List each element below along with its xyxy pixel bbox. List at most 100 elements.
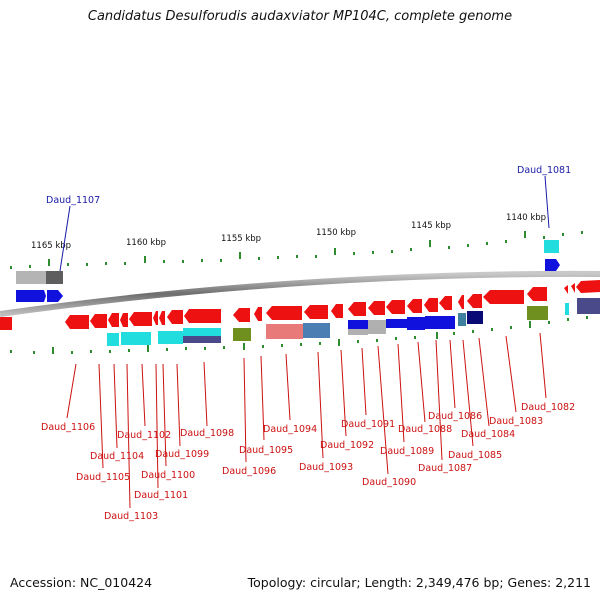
- gene-label-daud-1082[interactable]: Daud_1082: [521, 402, 575, 413]
- gene-block-blue-4[interactable]: [425, 316, 455, 329]
- gene-1098[interactable]: [184, 309, 221, 323]
- gene-label-daud-1104[interactable]: Daud_1104: [90, 451, 144, 462]
- lower-gene-track: [0, 287, 600, 346]
- lower-gene-labels: Daud_1106 Daud_1105 Daud_1104 Daud_1103 …: [41, 402, 575, 522]
- gene-1084[interactable]: [467, 294, 482, 308]
- gene-1104[interactable]: [108, 313, 119, 327]
- gene-1086[interactable]: [439, 296, 452, 310]
- gene-block-cyan-5[interactable]: [183, 328, 221, 336]
- gene-1107-blue-2[interactable]: [47, 290, 63, 302]
- genome-title: Candidatus Desulforudis audaxviator MP10…: [87, 9, 513, 24]
- upper-gene-track: [16, 240, 600, 302]
- gene-block-gray-1[interactable]: [348, 329, 368, 335]
- lower-tick-marks: [10, 316, 588, 354]
- gene-label-daud-1102[interactable]: Daud_1102: [117, 430, 171, 441]
- gene-1085[interactable]: [458, 295, 464, 309]
- gene-1107-gray[interactable]: [16, 271, 46, 284]
- gene-label-daud-1084[interactable]: Daud_1084: [461, 429, 515, 440]
- gene-1101[interactable]: [153, 311, 158, 325]
- gene-label-daud-1093[interactable]: Daud_1093: [299, 462, 353, 473]
- scale-label-1150: 1150 kbp: [316, 228, 356, 238]
- gene-block-slate-right[interactable]: [577, 298, 600, 314]
- gene-block-steel[interactable]: [303, 323, 330, 338]
- gene-1099[interactable]: [167, 310, 183, 324]
- gene-1094[interactable]: [266, 306, 302, 320]
- gene-1082[interactable]: [527, 287, 547, 301]
- gene-1091[interactable]: [348, 302, 366, 316]
- upper-gene-labels: Daud_1107 Daud_1081: [46, 165, 571, 206]
- gene-label-daud-1088[interactable]: Daud_1088: [398, 424, 452, 435]
- gene-red-far-right[interactable]: [576, 280, 600, 293]
- gene-1081-blue[interactable]: [545, 259, 560, 271]
- gene-label-daud-1096[interactable]: Daud_1096: [222, 466, 276, 477]
- gene-label-daud-1083[interactable]: Daud_1083: [489, 416, 543, 427]
- gene-red-small-right[interactable]: [571, 283, 575, 293]
- gene-label-daud-1100[interactable]: Daud_1100: [141, 470, 195, 481]
- gene-label-daud-1085[interactable]: Daud_1085: [448, 450, 502, 461]
- upper-label-leaders: [59, 175, 550, 272]
- scale-label-1155: 1155 kbp: [221, 234, 261, 244]
- gene-block-blue-2[interactable]: [386, 319, 407, 328]
- gene-label-daud-1087[interactable]: Daud_1087: [418, 463, 472, 474]
- gene-label-daud-1095[interactable]: Daud_1095: [239, 445, 293, 456]
- gene-1092[interactable]: [331, 304, 343, 318]
- gene-label-daud-1105[interactable]: Daud_1105: [76, 472, 130, 483]
- gene-1106[interactable]: [65, 315, 89, 329]
- gene-1088[interactable]: [407, 299, 422, 313]
- scale-label-1160: 1160 kbp: [126, 238, 166, 248]
- gene-label-daud-1107[interactable]: Daud_1107: [46, 195, 100, 206]
- gene-block-navy[interactable]: [467, 311, 483, 324]
- gene-block-olive-2[interactable]: [527, 306, 548, 320]
- gene-label-daud-1106[interactable]: Daud_1106: [41, 422, 95, 433]
- gene-label-daud-1094[interactable]: Daud_1094: [263, 424, 317, 435]
- genome-backbone: [0, 270, 600, 317]
- gene-1093[interactable]: [304, 305, 328, 319]
- gene-label-daud-1101[interactable]: Daud_1101: [134, 490, 188, 501]
- gene-label-daud-1099[interactable]: Daud_1099: [155, 449, 209, 460]
- topology-text: Topology: circular; Length: 2,349,476 bp…: [247, 575, 591, 590]
- gene-1107-blue[interactable]: [16, 290, 46, 302]
- gene-label-daud-1090[interactable]: Daud_1090: [362, 477, 416, 488]
- gene-1081-cyan[interactable]: [544, 240, 559, 253]
- gene-1087[interactable]: [424, 298, 438, 312]
- gene-block-olive-1[interactable]: [233, 328, 251, 341]
- gene-1096[interactable]: [233, 308, 250, 322]
- gene-block-gray-2[interactable]: [368, 320, 386, 334]
- gene-1089[interactable]: [386, 300, 405, 314]
- gene-block-blue-3[interactable]: [407, 317, 425, 330]
- gene-1105[interactable]: [90, 314, 107, 328]
- gene-1083[interactable]: [483, 290, 524, 304]
- gene-block-slate[interactable]: [183, 336, 221, 343]
- gene-label-daud-1098[interactable]: Daud_1098: [180, 428, 234, 439]
- accession-text: Accession: NC_010424: [10, 575, 153, 590]
- lower-label-leaders: [66, 332, 547, 509]
- gene-block-blue-1[interactable]: [348, 320, 368, 329]
- gene-block-cyan-4[interactable]: [158, 331, 183, 344]
- gene-red-small-right-2[interactable]: [564, 285, 568, 294]
- gene-block-cyan-3[interactable]: [130, 332, 151, 345]
- scale-label-1145: 1145 kbp: [411, 221, 451, 231]
- scale-labels: 1165 kbp 1160 kbp 1155 kbp 1150 kbp 1145…: [31, 213, 546, 251]
- gene-1095[interactable]: [254, 307, 262, 321]
- gene-1107-dark[interactable]: [46, 271, 63, 284]
- gene-1103[interactable]: [120, 313, 128, 327]
- gene-label-daud-1081[interactable]: Daud_1081: [517, 165, 571, 176]
- gene-red-left-edge[interactable]: [0, 317, 12, 330]
- gene-1102[interactable]: [129, 312, 152, 326]
- gene-block-teal[interactable]: [458, 313, 466, 326]
- gene-block-cyan-2[interactable]: [121, 332, 130, 345]
- scale-label-1140: 1140 kbp: [506, 213, 546, 223]
- scale-label-1165: 1165 kbp: [31, 241, 71, 251]
- gene-block-cyan-1[interactable]: [107, 333, 119, 346]
- gene-label-daud-1092[interactable]: Daud_1092: [320, 440, 374, 451]
- gene-block-pink[interactable]: [266, 324, 303, 339]
- gene-label-daud-1103[interactable]: Daud_1103: [104, 511, 158, 522]
- gene-1090[interactable]: [368, 301, 385, 315]
- gene-label-daud-1091[interactable]: Daud_1091: [341, 419, 395, 430]
- upper-tick-marks: [10, 231, 583, 269]
- gene-label-daud-1086[interactable]: Daud_1086: [428, 411, 482, 422]
- gene-1100[interactable]: [159, 311, 165, 325]
- gene-label-daud-1089[interactable]: Daud_1089: [380, 446, 434, 457]
- gene-block-cyan-6[interactable]: [565, 303, 569, 315]
